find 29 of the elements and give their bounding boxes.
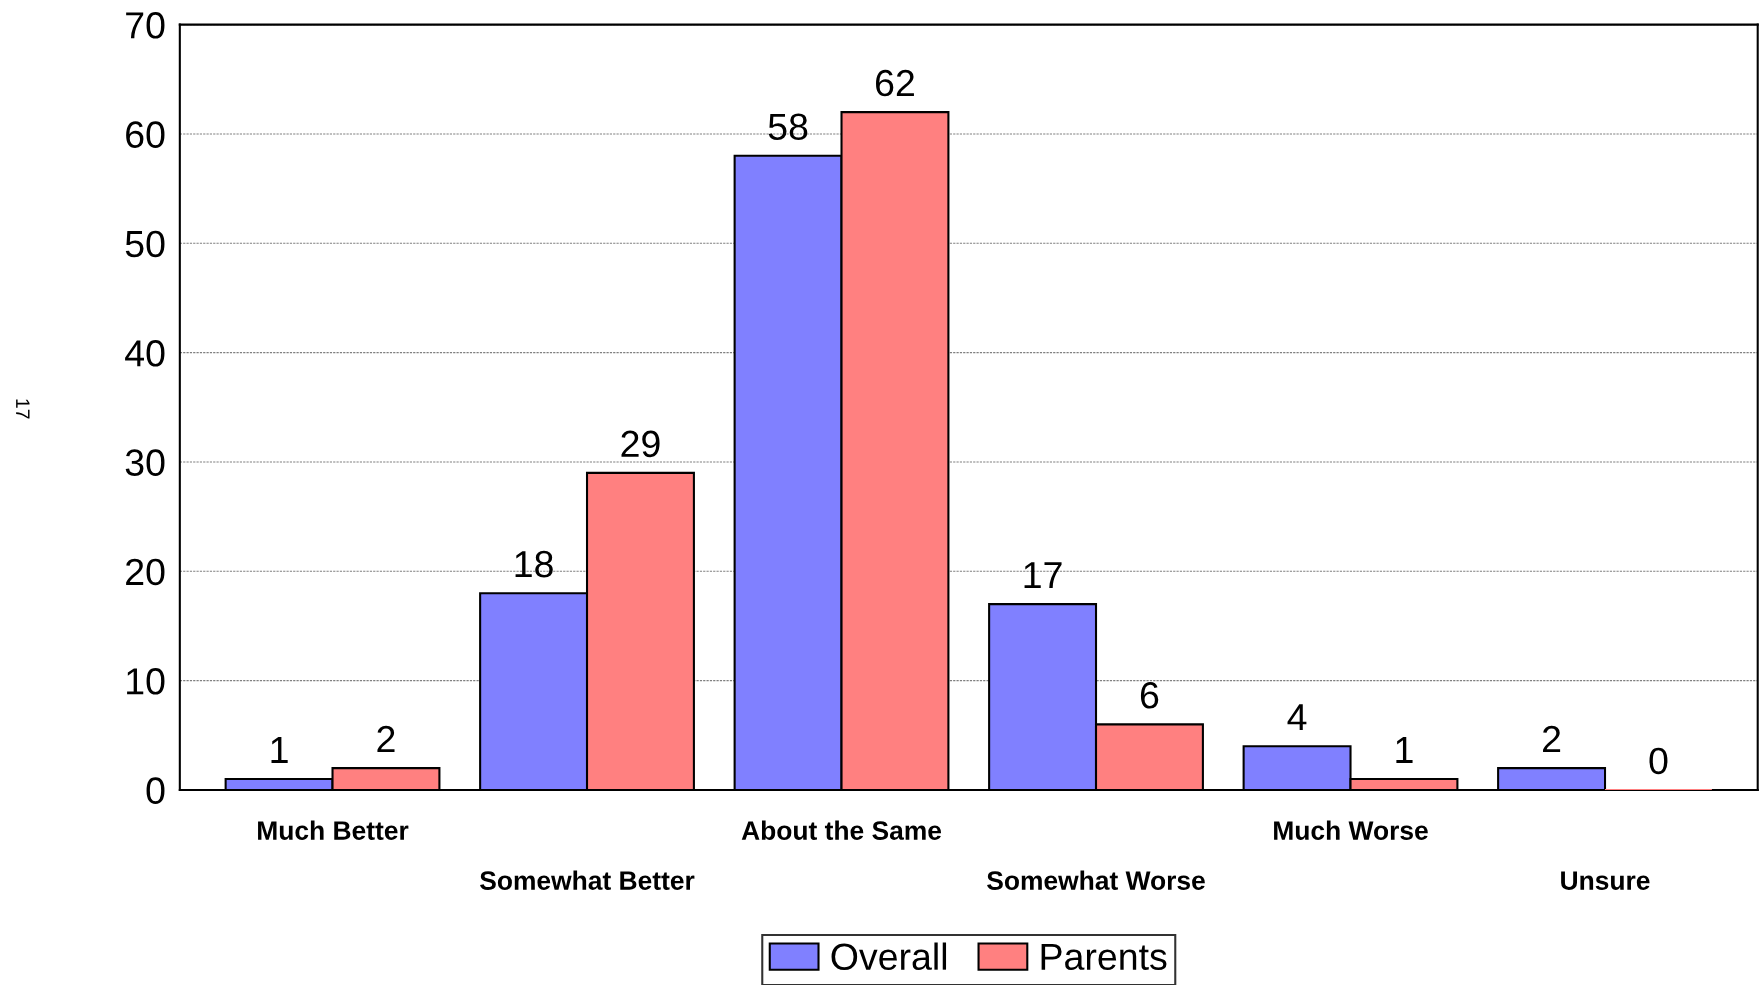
- data-label: 58: [768, 113, 808, 141]
- data-label: 2: [1543, 725, 1561, 752]
- y-tick-label: 10: [127, 668, 165, 695]
- x-tick-label: Somewhat Worse: [987, 870, 1205, 890]
- x-tick-label: Much Worse: [1274, 820, 1428, 840]
- data-label: 2: [377, 725, 395, 752]
- legend-label: Overall: [831, 942, 947, 971]
- data-label: 1: [271, 737, 288, 763]
- y-tick-label: 30: [125, 449, 165, 476]
- legend-label: Parents: [1041, 943, 1167, 971]
- data-label: 1: [1396, 737, 1413, 763]
- data-label: 17: [1024, 562, 1062, 588]
- x-tick-label: About the Same: [741, 820, 942, 840]
- data-label: 18: [515, 550, 553, 578]
- y-tick-label: 70: [126, 12, 165, 39]
- y-tick-label: 50: [125, 230, 165, 258]
- x-tick-label: Much Better: [258, 820, 409, 840]
- text: 17: [16, 399, 30, 419]
- y-tick-label: 60: [126, 121, 165, 148]
- y-tick-label: 20: [126, 558, 165, 586]
- y-tick-label: 0: [146, 777, 165, 804]
- x-tick-label: Somewhat Better: [480, 870, 695, 890]
- x-tick-label: Unsure: [1561, 871, 1650, 890]
- data-label: 29: [621, 430, 660, 458]
- data-label: 4: [1287, 704, 1307, 731]
- y-tick-label: 40: [125, 340, 165, 367]
- data-label: 62: [876, 69, 914, 97]
- data-label: 0: [1649, 747, 1668, 775]
- data-label: 6: [1140, 682, 1159, 709]
